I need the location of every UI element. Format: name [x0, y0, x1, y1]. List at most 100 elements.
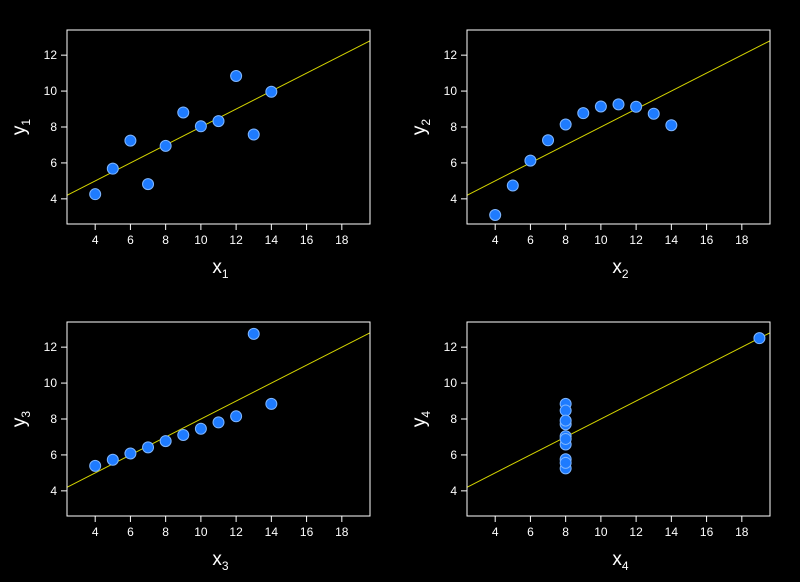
data-point [265, 85, 278, 98]
x-tick-label: 12 [629, 233, 643, 247]
x-tick-label: 16 [700, 233, 714, 247]
y-tick-label: 8 [450, 120, 457, 134]
x-tick-label: 6 [127, 525, 134, 539]
y-tick-label: 6 [50, 448, 57, 462]
y-tick-label: 10 [44, 376, 58, 390]
x-tick-label: 18 [335, 233, 349, 247]
x-tick-label: 4 [92, 233, 99, 247]
y-tick-label: 4 [50, 192, 57, 206]
x-tick-label: 10 [194, 233, 208, 247]
y-tick-label: 8 [50, 412, 57, 426]
y-tick-label: 12 [44, 340, 58, 354]
data-point [559, 118, 572, 131]
regression-line [467, 332, 770, 488]
data-point [212, 416, 225, 429]
x-tick-label: 4 [92, 525, 99, 539]
x-tick-label: 8 [562, 233, 569, 247]
data-point [89, 188, 102, 201]
x-tick-label: 18 [335, 525, 349, 539]
data-point [212, 115, 225, 128]
y-tick-label: 6 [50, 156, 57, 170]
data-point [89, 459, 102, 472]
y-tick-label: 10 [44, 84, 58, 98]
x-axis-label: x1 [212, 257, 229, 281]
x-tick-label: 4 [492, 233, 499, 247]
data-point [230, 410, 243, 423]
x-tick-label: 10 [594, 233, 608, 247]
y-axis-label: y2 [409, 119, 433, 136]
data-point [142, 178, 155, 191]
data-point [665, 119, 678, 132]
x-tick-label: 16 [300, 525, 314, 539]
x-tick-label: 8 [162, 233, 169, 247]
y-tick-label: 4 [50, 484, 57, 498]
data-point [124, 447, 137, 460]
x-tick-label: 10 [194, 525, 208, 539]
regression-line [467, 40, 770, 196]
y-tick-label: 8 [50, 120, 57, 134]
data-point [577, 107, 590, 120]
y-tick-label: 4 [450, 484, 457, 498]
x-tick-label: 8 [562, 525, 569, 539]
x-tick-label: 4 [492, 525, 499, 539]
data-point [542, 134, 555, 147]
data-point [142, 441, 155, 454]
x-tick-label: 6 [527, 525, 534, 539]
y-tick-label: 6 [450, 156, 457, 170]
y-tick-label: 10 [444, 376, 458, 390]
data-point [124, 134, 137, 147]
y-tick-label: 12 [444, 340, 458, 354]
data-point [177, 106, 190, 119]
x-tick-label: 16 [300, 233, 314, 247]
data-point [106, 453, 119, 466]
data-point [630, 100, 643, 113]
x-tick-label: 14 [265, 233, 279, 247]
data-point [559, 456, 572, 469]
y-tick-label: 12 [444, 48, 458, 62]
data-point [159, 435, 172, 448]
data-point [265, 397, 278, 410]
x-tick-label: 14 [265, 525, 279, 539]
x-tick-label: 18 [735, 233, 749, 247]
data-point [247, 128, 260, 141]
y-tick-label: 8 [450, 412, 457, 426]
x-tick-label: 12 [229, 233, 243, 247]
data-point [230, 69, 243, 82]
data-point [194, 120, 207, 133]
data-point [612, 98, 625, 111]
data-point [106, 162, 119, 175]
x-tick-label: 12 [629, 525, 643, 539]
x-tick-label: 14 [665, 233, 679, 247]
x-tick-label: 18 [735, 525, 749, 539]
data-point [177, 428, 190, 441]
data-point [489, 209, 502, 222]
x-tick-label: 12 [229, 525, 243, 539]
y-axis-label: y3 [9, 411, 33, 428]
x-tick-label: 10 [594, 525, 608, 539]
y-tick-label: 6 [450, 448, 457, 462]
data-point [247, 327, 260, 340]
data-point [753, 332, 766, 345]
x-tick-label: 8 [162, 525, 169, 539]
data-point [524, 154, 537, 167]
y-tick-label: 12 [44, 48, 58, 62]
x-axis-label: x2 [612, 257, 629, 281]
data-point [559, 432, 572, 445]
y-axis-label: y1 [9, 119, 33, 136]
x-axis-label: x3 [212, 549, 229, 573]
x-tick-label: 6 [127, 233, 134, 247]
data-point [159, 139, 172, 152]
x-tick-label: 6 [527, 233, 534, 247]
y-tick-label: 10 [444, 84, 458, 98]
x-tick-label: 16 [700, 525, 714, 539]
data-point [594, 100, 607, 113]
data-point [559, 404, 572, 417]
data-point [647, 107, 660, 120]
